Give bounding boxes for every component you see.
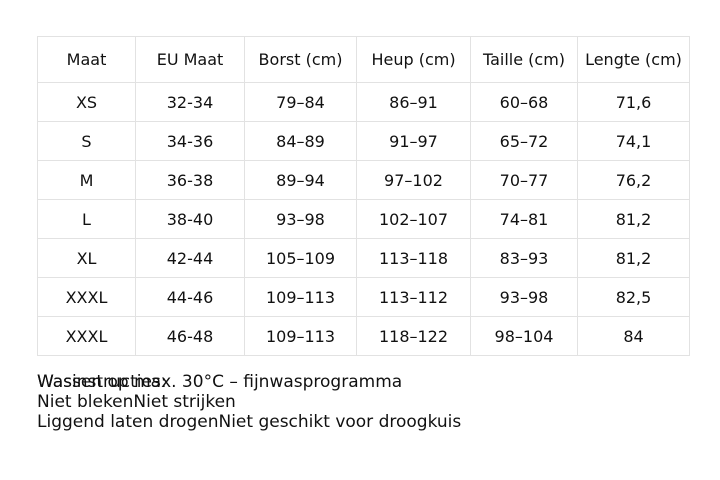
table-row: XXXL 44-46 109–113 113–112 93–98 82,5 bbox=[37, 277, 690, 317]
table-cell: L bbox=[37, 199, 136, 239]
header-cell: Maat bbox=[37, 36, 136, 83]
table-cell: 113–112 bbox=[356, 277, 471, 317]
table-row: XS 32-34 79–84 86–91 60–68 71,6 bbox=[37, 82, 690, 122]
table-cell: 65–72 bbox=[470, 121, 578, 161]
table-cell: 82,5 bbox=[577, 277, 690, 317]
care-item: Niet bleken bbox=[37, 392, 134, 412]
table-cell: 83–93 bbox=[470, 238, 578, 278]
table-cell: 84 bbox=[577, 316, 690, 356]
table-cell: 44-46 bbox=[135, 277, 245, 317]
table-row: M 36-38 89–94 97–102 70–77 76,2 bbox=[37, 160, 690, 200]
table-cell: 105–109 bbox=[244, 238, 357, 278]
table-cell: 118–122 bbox=[356, 316, 471, 356]
table-body: XS 32-34 79–84 86–91 60–68 71,6 S 34-36 84–89 91–… bbox=[37, 82, 690, 356]
table-cell: 70–77 bbox=[470, 160, 578, 200]
table-cell: 102–107 bbox=[356, 199, 471, 239]
table-cell: 97–102 bbox=[356, 160, 471, 200]
header-cell: EU Maat bbox=[135, 36, 245, 83]
table-cell: 109–113 bbox=[244, 277, 357, 317]
table-row: L 38-40 93–98 102–107 74–81 81,2 bbox=[37, 199, 690, 239]
table-cell: 93–98 bbox=[470, 277, 578, 317]
care-label: Wasinstructies: bbox=[37, 372, 167, 392]
header-cell: Taille (cm) bbox=[470, 36, 578, 83]
table-cell: 38-40 bbox=[135, 199, 245, 239]
table-cell: 79–84 bbox=[244, 82, 357, 122]
header-cell: Borst (cm) bbox=[244, 36, 357, 83]
table-cell: 84–89 bbox=[244, 121, 357, 161]
table-cell: 98–104 bbox=[470, 316, 578, 356]
table-row: XXXL 46-48 109–113 118–122 98–104 84 bbox=[37, 316, 690, 356]
table-cell: 89–94 bbox=[244, 160, 357, 200]
table-cell: 93–98 bbox=[244, 199, 357, 239]
table-cell: 71,6 bbox=[577, 82, 690, 122]
care-section: Wasinstructies: Wassen op max. 30°C – fi… bbox=[37, 372, 461, 432]
size-table: Maat EU Maat Borst (cm) Heup (cm) Taille (cm… bbox=[37, 36, 690, 356]
table-cell: 91–97 bbox=[356, 121, 471, 161]
table-cell: 36-38 bbox=[135, 160, 245, 200]
care-item: Liggend laten drogen bbox=[37, 412, 219, 432]
care-line: Liggend laten drogenNiet geschikt voor d… bbox=[37, 412, 461, 432]
table-cell: 113–118 bbox=[356, 238, 471, 278]
care-line: Wassen op max. 30°C – fijnwasprogramma bbox=[37, 372, 461, 392]
table-cell: 86–91 bbox=[356, 82, 471, 122]
table-cell: 60–68 bbox=[470, 82, 578, 122]
table-cell: S bbox=[37, 121, 136, 161]
table-cell: 32-34 bbox=[135, 82, 245, 122]
table-cell: 76,2 bbox=[577, 160, 690, 200]
table-row: XL 42-44 105–109 113–118 83–93 81,2 bbox=[37, 238, 690, 278]
care-line: Niet blekenNiet strijken bbox=[37, 392, 461, 412]
table-cell: 74–81 bbox=[470, 199, 578, 239]
header-cell: Heup (cm) bbox=[356, 36, 471, 83]
header-row: Maat EU Maat Borst (cm) Heup (cm) Taille (cm… bbox=[37, 36, 690, 83]
table-cell: XXXL bbox=[37, 316, 136, 356]
table-cell: 34-36 bbox=[135, 121, 245, 161]
table-cell: M bbox=[37, 160, 136, 200]
header-cell: Lengte (cm) bbox=[577, 36, 690, 83]
table-cell: 46-48 bbox=[135, 316, 245, 356]
table-cell: XL bbox=[37, 238, 136, 278]
care-item: Niet strijken bbox=[133, 392, 236, 412]
table-row: S 34-36 84–89 91–97 65–72 74,1 bbox=[37, 121, 690, 161]
table-cell: 74,1 bbox=[577, 121, 690, 161]
table-cell: 81,2 bbox=[577, 238, 690, 278]
table-cell: XXXL bbox=[37, 277, 136, 317]
table-cell: 109–113 bbox=[244, 316, 357, 356]
care-item: Niet geschikt voor droogkuis bbox=[218, 412, 462, 432]
table-cell: 81,2 bbox=[577, 199, 690, 239]
table-cell: 42-44 bbox=[135, 238, 245, 278]
table-cell: XS bbox=[37, 82, 136, 122]
care-item: Wassen op max. 30°C – fijnwasprogramma bbox=[37, 372, 403, 392]
